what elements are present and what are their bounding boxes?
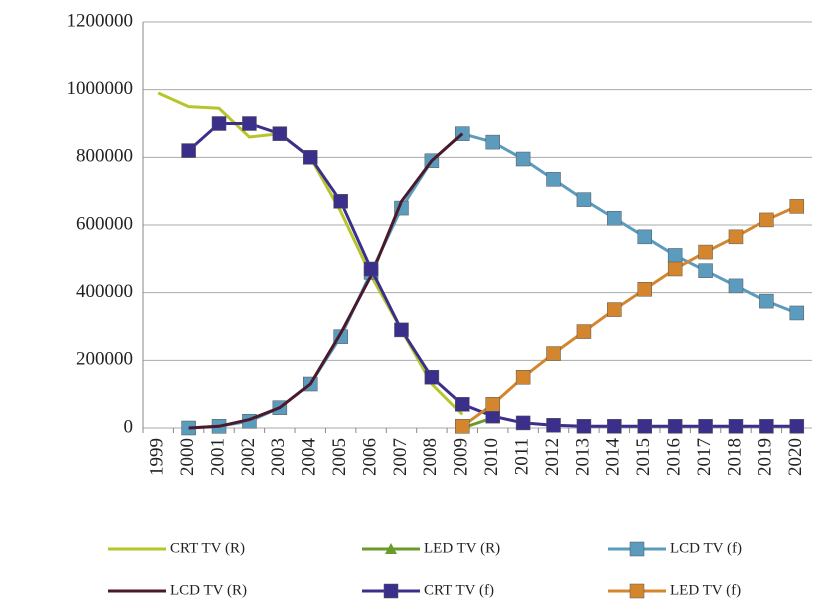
point-marker	[667, 261, 683, 277]
x-tick-label: 2003	[268, 438, 289, 476]
point-marker	[789, 199, 805, 214]
point-marker	[637, 419, 652, 434]
x-tick-label: 2005	[329, 438, 350, 476]
y-tick-label: 200000	[76, 349, 133, 370]
point-marker	[576, 324, 592, 339]
legend-marker	[385, 543, 397, 554]
point-marker	[546, 346, 561, 361]
point-marker	[455, 397, 470, 412]
legend-label: CRT TV (R)	[170, 540, 245, 556]
x-tick-label: 2015	[633, 438, 654, 476]
legend-label: LED TV (f)	[670, 582, 741, 598]
point-marker	[759, 419, 774, 434]
legend-label: LCD TV (f)	[670, 540, 742, 556]
x-tick-label: 2004	[299, 438, 320, 477]
point-marker	[455, 419, 470, 434]
point-marker	[546, 172, 561, 187]
point-marker	[789, 305, 805, 321]
x-tick-label: 1999	[147, 438, 168, 476]
point-marker	[333, 194, 348, 209]
point-marker	[424, 370, 440, 385]
legend-marker	[629, 541, 645, 557]
point-marker	[759, 293, 774, 309]
point-marker	[728, 229, 744, 245]
x-tick-label: 2016	[664, 438, 685, 476]
point-marker	[728, 419, 744, 434]
point-marker	[698, 419, 713, 434]
series-line	[461, 205, 798, 428]
point-marker	[211, 116, 227, 131]
x-tick-label: 2008	[420, 438, 441, 476]
y-tick-label: 1200000	[67, 10, 134, 31]
point-marker	[242, 116, 257, 131]
point-marker	[637, 282, 652, 297]
legend-label: CRT TV (f)	[424, 582, 494, 598]
x-tick-label: 2010	[481, 438, 502, 476]
point-marker	[698, 263, 713, 278]
x-tick-label: 2012	[542, 438, 563, 476]
x-tick-label: 2018	[724, 438, 745, 476]
point-marker	[485, 397, 500, 412]
point-marker	[181, 143, 196, 158]
legend-marker	[629, 583, 645, 599]
legend-label: LCD TV (R)	[170, 582, 247, 598]
x-tick-label: 2001	[207, 438, 228, 476]
x-tick-label: 2020	[785, 438, 806, 476]
point-marker	[546, 418, 561, 433]
point-marker	[607, 419, 622, 434]
series-line	[188, 131, 798, 430]
x-tick-label: 2000	[177, 438, 198, 476]
y-tick-label: 0	[124, 416, 134, 437]
point-marker	[515, 415, 531, 431]
y-tick-label: 800000	[76, 146, 133, 167]
point-marker	[576, 192, 592, 207]
legend-marker	[383, 583, 399, 599]
x-tick-label: 2009	[451, 438, 472, 476]
point-marker	[667, 248, 683, 263]
point-marker	[637, 229, 652, 245]
point-marker	[698, 244, 713, 260]
series-line	[188, 132, 464, 430]
point-marker	[272, 126, 288, 141]
point-marker	[607, 210, 622, 226]
point-marker	[576, 419, 592, 434]
point-marker	[515, 370, 531, 385]
point-marker	[789, 419, 805, 434]
x-tick-label: 2019	[755, 438, 776, 476]
x-tick-label: 2017	[694, 438, 715, 476]
x-tick-label: 2014	[603, 438, 624, 477]
y-tick-label: 400000	[76, 281, 133, 302]
point-marker	[759, 212, 774, 228]
point-marker	[363, 261, 379, 277]
point-marker	[485, 134, 500, 150]
point-marker	[728, 278, 744, 294]
legend-label: LED TV (R)	[424, 540, 500, 556]
x-tick-label: 2007	[390, 438, 411, 476]
point-marker	[607, 302, 622, 317]
point-marker	[667, 419, 683, 434]
x-tick-label: 2011	[511, 438, 532, 475]
point-marker	[394, 322, 409, 338]
x-tick-label: 2002	[238, 438, 259, 476]
x-tick-label: 2013	[572, 438, 593, 476]
series-line	[157, 91, 464, 416]
y-tick-label: 1000000	[67, 78, 134, 99]
point-marker	[515, 151, 531, 167]
x-tick-label: 2006	[359, 438, 380, 476]
point-marker	[303, 150, 318, 165]
y-tick-label: 600000	[76, 213, 133, 234]
